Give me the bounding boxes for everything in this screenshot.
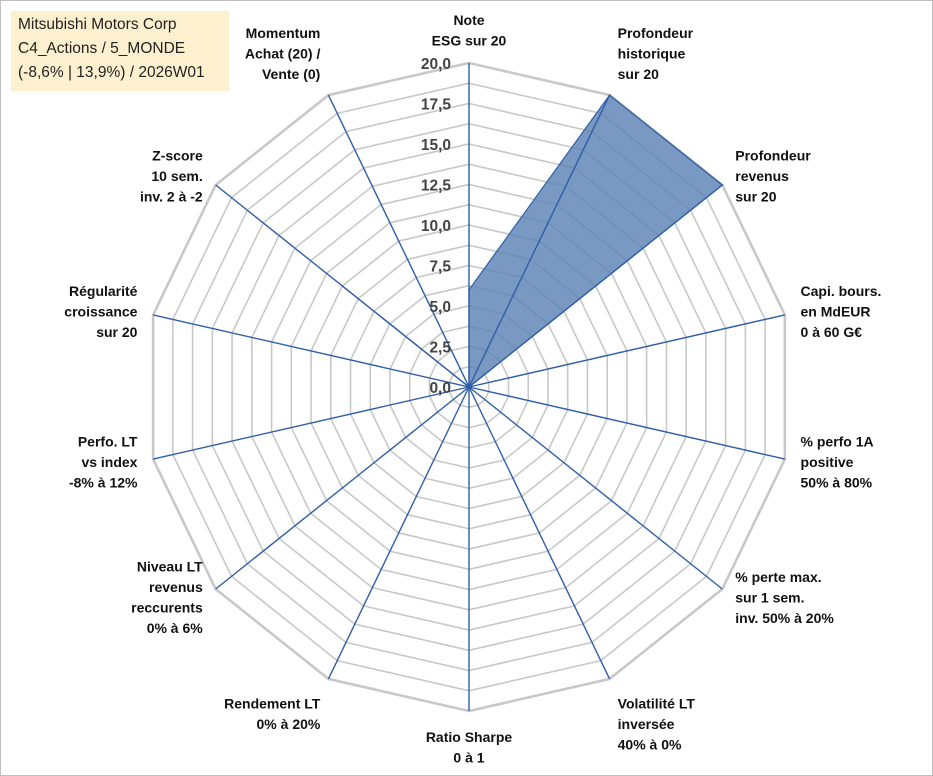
axis-label: Perfo. LT vs index -8% à 12%	[69, 433, 138, 490]
axis-line	[468, 386, 786, 460]
tick-label: 12,5	[421, 178, 452, 195]
axis-line	[468, 184, 723, 388]
axis-line	[468, 314, 786, 388]
axis-label: Note ESG sur 20	[432, 12, 507, 49]
tick-label: 17,5	[421, 97, 452, 114]
axis-label: Capi. bours. en MdEUR 0 à 60 G€	[801, 283, 882, 340]
portfolio-name: C4_Actions / 5_MONDE	[18, 40, 186, 57]
axis-line	[468, 386, 723, 590]
axis-label: % perfo 1A positive 50% à 80%	[801, 433, 874, 490]
axis-label: Z-score 10 sem. inv. 2 à -2	[140, 148, 203, 205]
axis-label: Régularité croissance sur 20	[64, 283, 137, 340]
axis-label: Momentum Achat (20) / Vente (0)	[245, 25, 321, 82]
axis-label: % perte max. sur 1 sem. inv. 50% à 20%	[735, 569, 834, 626]
tick-label: 2,5	[429, 340, 451, 357]
axis-label: Volatilité LT inversée 40% à 0%	[618, 696, 696, 753]
axis-line	[152, 386, 470, 460]
axis-line	[327, 94, 470, 388]
info-box: Mitsubishi Motors Corp C4_Actions / 5_MO…	[11, 11, 229, 91]
axis-label: Niveau LT revenus reccurents 0% à 6%	[131, 559, 203, 637]
axis-line	[327, 386, 470, 680]
axis-line	[468, 94, 611, 388]
axis-line	[215, 184, 470, 388]
axis-line	[152, 314, 470, 388]
axis-label: Profondeur historique sur 20	[618, 25, 694, 82]
axis-label: Ratio Sharpe 0 à 1	[426, 729, 513, 766]
tick-label: 20,0	[421, 56, 451, 73]
tick-label: 5,0	[429, 299, 451, 316]
axis-label: Profondeur revenus sur 20	[735, 148, 811, 205]
axis-label: Rendement LT 0% à 20%	[224, 696, 321, 733]
axis-line	[215, 386, 470, 590]
company-name: Mitsubishi Motors Corp	[18, 16, 177, 33]
tick-label: 0,0	[429, 380, 451, 397]
tick-label: 7,5	[429, 259, 451, 276]
tick-label: 10,0	[421, 218, 451, 235]
tick-label: 15,0	[421, 137, 451, 154]
period-info: (-8,6% | 13,9%) / 2026W01	[18, 64, 205, 81]
axis-line	[468, 386, 611, 680]
